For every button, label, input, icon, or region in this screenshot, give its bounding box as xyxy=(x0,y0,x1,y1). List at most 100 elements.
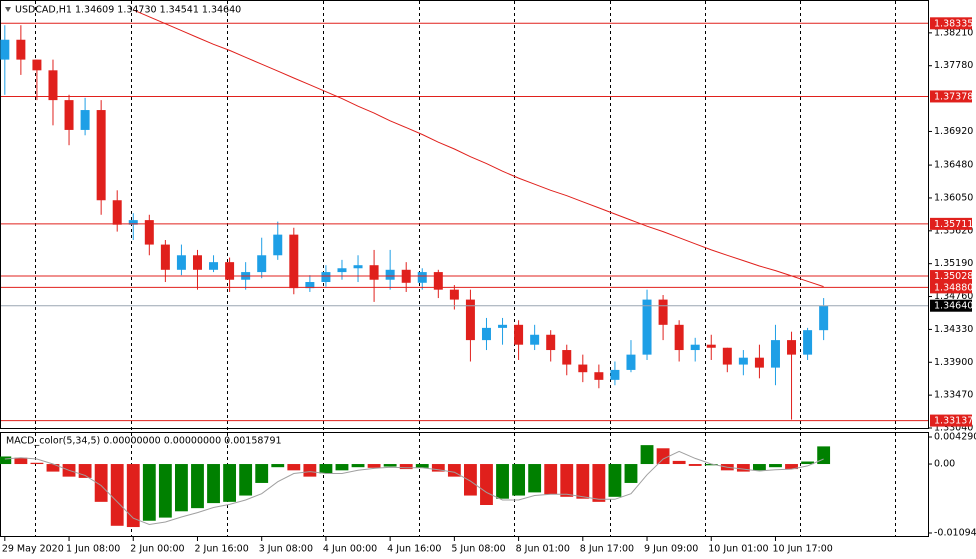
level-label-box xyxy=(930,17,972,30)
candle-body xyxy=(369,265,379,280)
indicator-title: MACD_color(5,34,5) 0.00000000 0.00000000… xyxy=(6,436,282,447)
candle-body xyxy=(626,354,636,370)
macd-bar xyxy=(769,464,782,468)
candle-body xyxy=(819,305,829,331)
y-tick-label: 0.00 xyxy=(934,459,955,470)
moving-average xyxy=(133,9,824,288)
y-tick-label: 1.36480 xyxy=(934,160,973,171)
candle-body xyxy=(305,282,315,289)
macd-bar xyxy=(464,464,477,496)
level-label: 1.35028 xyxy=(934,271,973,282)
y-tick-label: 1.36920 xyxy=(934,126,973,137)
macd-bar xyxy=(480,464,493,505)
level-label-box xyxy=(930,281,972,294)
candle-body xyxy=(321,272,331,283)
macd-bar xyxy=(688,464,702,466)
macd-bar xyxy=(704,464,718,466)
macd-bar xyxy=(801,461,815,465)
level-label-box xyxy=(930,90,972,103)
candle-body xyxy=(498,324,508,328)
candle-body xyxy=(690,344,700,351)
level-label: 1.34880 xyxy=(934,282,973,293)
level-label: 1.38335 xyxy=(934,18,973,29)
macd-bar xyxy=(560,464,574,497)
macd-bar xyxy=(576,464,590,499)
candle-body xyxy=(738,357,748,365)
candle-body xyxy=(433,272,443,290)
macd-bar xyxy=(528,464,542,493)
macd-bar xyxy=(399,464,413,470)
macd-bar xyxy=(223,464,237,502)
candle-body xyxy=(273,234,283,256)
macd-bar xyxy=(640,445,654,465)
macd-bar xyxy=(351,464,365,468)
level-label: 1.35711 xyxy=(934,219,973,230)
candle-body xyxy=(754,357,764,368)
candle-body xyxy=(80,110,90,130)
candle-body xyxy=(32,59,42,71)
x-tick-label: 1 Jun 08:00 xyxy=(66,544,120,555)
candle-body xyxy=(48,70,58,101)
macd-bar xyxy=(239,464,253,496)
candle-body xyxy=(514,324,524,345)
separators xyxy=(35,1,896,536)
y-tick-label: 1.33040 xyxy=(934,423,973,434)
candle-body xyxy=(658,299,668,325)
candle-body xyxy=(144,220,154,245)
y-tick-label: 1.34330 xyxy=(934,324,973,335)
level-label-box xyxy=(930,217,972,230)
macd-bar xyxy=(142,464,156,521)
macd-bar xyxy=(624,464,638,483)
macd-bar xyxy=(191,464,204,509)
candle-body xyxy=(787,340,797,355)
y-tick-label: 1.35620 xyxy=(934,225,973,236)
macd-bar xyxy=(0,456,12,465)
candle-body xyxy=(530,334,540,345)
x-tick-label: 29 May 2020 xyxy=(2,544,64,555)
x-tick-label: 2 Jun 16:00 xyxy=(194,544,248,555)
y-tick-label: 0.0042908 xyxy=(934,432,976,443)
x-tick-label: 4 Jun 00:00 xyxy=(323,544,377,555)
macd-bar xyxy=(319,464,333,474)
macd-bar xyxy=(415,464,429,468)
candle-body xyxy=(385,269,395,280)
macd-bar xyxy=(736,464,750,472)
candle-body xyxy=(674,324,684,351)
x-tick-label: 8 Jun 01:00 xyxy=(516,544,570,555)
macd-bar xyxy=(110,464,124,526)
macd-bar xyxy=(255,464,269,483)
macd-bar xyxy=(752,464,766,471)
x-tick-label: 10 Jun 01:00 xyxy=(708,544,768,555)
macd-bar xyxy=(817,446,831,465)
candle-body xyxy=(449,289,459,300)
x-tick-label: 10 Jun 17:00 xyxy=(772,544,832,555)
plot xyxy=(0,9,928,528)
candle-body xyxy=(209,262,219,270)
x-tick-label: 4 Jun 16:00 xyxy=(387,544,441,555)
macd-bar xyxy=(14,457,28,465)
macd-bar xyxy=(126,464,140,528)
y-tick-label: 1.33900 xyxy=(934,357,973,368)
macd-bar xyxy=(271,464,285,468)
candle-body xyxy=(16,39,26,60)
macd-frame xyxy=(0,432,929,537)
candle-body xyxy=(160,244,170,270)
candle-body xyxy=(96,110,106,201)
x-tick-label: 9 Jun 09:00 xyxy=(644,544,698,555)
y-tick-label: 1.33470 xyxy=(934,390,973,401)
macd-bar xyxy=(544,464,558,495)
macd-bar xyxy=(672,460,686,465)
signal-line xyxy=(4,450,824,526)
level-label: 1.33137 xyxy=(934,416,973,427)
y-tick-label: -0.0109440 xyxy=(934,528,976,539)
candle-body xyxy=(642,299,652,355)
macd-bar xyxy=(94,464,108,502)
candle-body xyxy=(0,39,10,60)
macd-bar xyxy=(335,464,349,471)
macd-bar xyxy=(158,464,172,518)
y-tick-label: 1.38210 xyxy=(934,27,973,38)
candle-body xyxy=(176,255,186,270)
macd-bar xyxy=(496,464,509,499)
y-tick-label: 1.37780 xyxy=(934,60,973,71)
